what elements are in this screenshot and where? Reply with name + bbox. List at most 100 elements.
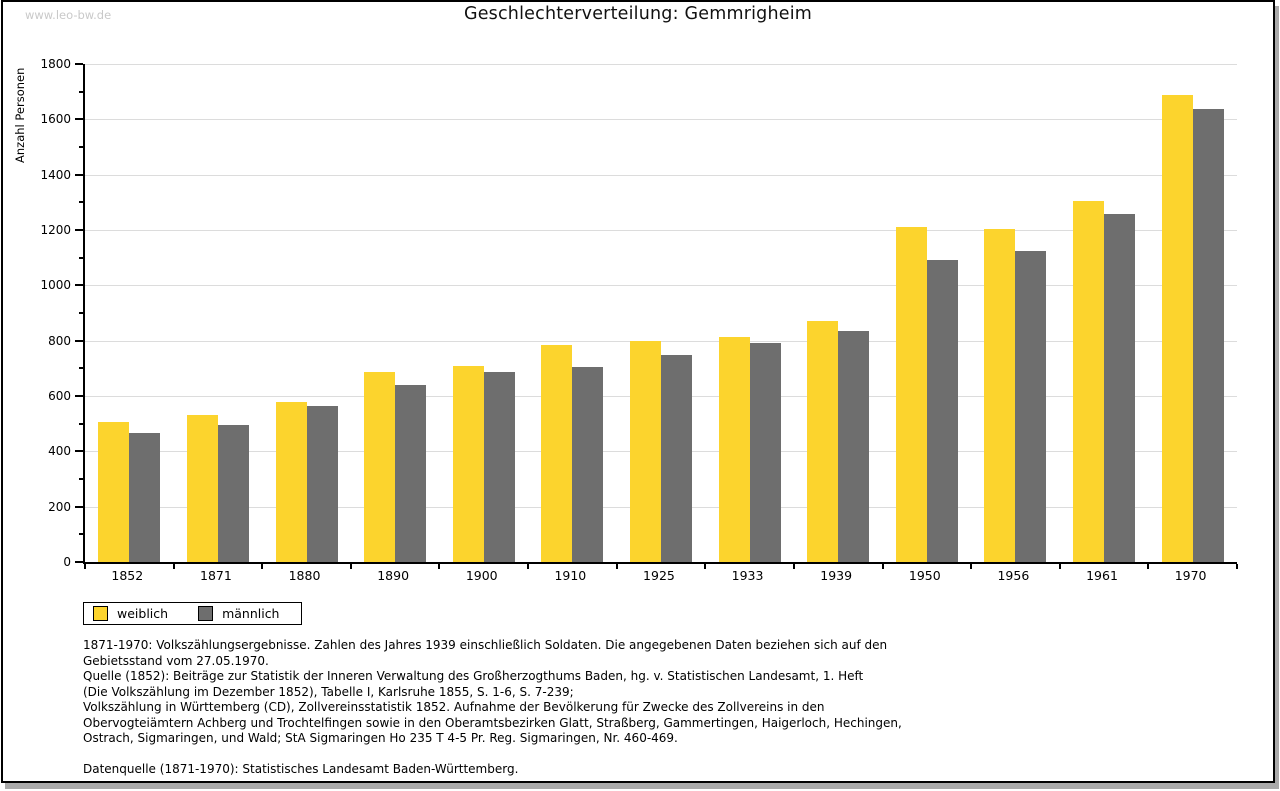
footnote-line-5: Volkszählung in Württemberg (CD), Zollve… [83, 700, 825, 714]
y-axis-tick-label: 600 [48, 389, 71, 403]
legend-box: weiblich männlich [83, 602, 303, 625]
gridline [85, 340, 1237, 342]
footnote-line-1: 1871-1970: Volkszählungsergebnisse. Zahl… [83, 638, 888, 652]
y-axis-tick [75, 118, 83, 121]
x-axis-label-1950: 1950 [908, 568, 941, 583]
bar-männlich-1925 [660, 355, 692, 562]
bar-group-1871 [174, 64, 263, 562]
bar-weiblich-1900 [452, 365, 484, 562]
x-axis-tick [438, 564, 441, 569]
y-axis-tick [75, 284, 83, 287]
bar-group-1961 [1060, 64, 1149, 562]
x-axis-tick [615, 564, 618, 569]
x-axis-tick [349, 564, 352, 569]
bar-weiblich-1961 [1073, 200, 1104, 562]
x-axis-label-1939: 1939 [820, 568, 853, 583]
y-axis-tick [79, 367, 83, 370]
y-axis-tick-label: 0 [63, 555, 71, 569]
bar-group-1880 [262, 64, 351, 562]
bar-weiblich-1925 [629, 340, 661, 562]
footnote-line-2: Gebietsstand vom 27.05.1970. [83, 653, 269, 668]
x-axis-tick [704, 564, 707, 569]
bar-weiblich-1852 [98, 422, 130, 562]
bar-group-1900 [439, 64, 528, 562]
bar-männlich-1970 [1192, 109, 1224, 562]
bar-group-1939 [794, 64, 883, 562]
bar-group-1970 [1148, 64, 1237, 562]
legend-label-männlich: männlich [222, 606, 280, 621]
legend-swatch-männlich [198, 606, 214, 621]
gridline [85, 230, 1237, 232]
x-axis-tick [527, 564, 530, 569]
bar-group-1852 [85, 64, 174, 562]
bar-group-1956 [971, 64, 1060, 562]
bar-group-1925 [617, 64, 706, 562]
x-axis-tick [881, 564, 884, 569]
y-axis-tick [75, 173, 83, 176]
bar-männlich-1910 [572, 366, 604, 562]
bar-weiblich-1910 [541, 344, 573, 562]
bar-männlich-1852 [129, 433, 161, 562]
x-axis-tick [84, 564, 86, 569]
legend-item-weiblich: weiblich [93, 606, 168, 621]
bar-weiblich-1970 [1161, 95, 1193, 562]
datenquelle-line: Datenquelle (1871-1970): Statistisches L… [83, 761, 519, 776]
y-axis-tick-label: 1200 [40, 223, 71, 237]
y-axis-tick-label: 800 [48, 333, 71, 348]
bar-männlich-1871 [217, 425, 249, 562]
y-axis-tick [75, 229, 83, 232]
bar-weiblich-1956 [984, 228, 1016, 562]
bar-männlich-1950 [926, 260, 958, 562]
x-axis-tick [1058, 564, 1061, 569]
x-axis-tick [792, 564, 795, 569]
footnote-line-7: Ostrach, Sigmaringen, und Wald; StA Sigm… [83, 731, 678, 745]
y-axis-tick [79, 533, 83, 536]
gridline [85, 119, 1237, 121]
bar-männlich-1933 [749, 342, 781, 562]
footnote-line-4: (Die Volkszählung im Dezember 1852), Tab… [83, 684, 574, 699]
bar-weiblich-1871 [186, 415, 218, 562]
bar-weiblich-1880 [275, 401, 307, 562]
legend-item-männlich: männlich [198, 606, 279, 621]
y-axis-tick [79, 422, 83, 425]
y-axis-tick [79, 201, 83, 204]
x-axis-labels: 1852 1871 1880 1890 1900 1910 1925 1933 1939 1950… [83, 568, 1235, 583]
x-axis-label-1871: 1871 [200, 568, 232, 583]
footnote-line-3: Quelle (1852): Beiträge zur Statistik de… [83, 669, 864, 683]
y-axis-tick-label: 200 [48, 499, 71, 514]
y-axis-tick [75, 561, 83, 563]
y-axis-tick [79, 312, 83, 314]
gridline [85, 174, 1237, 176]
bar-group-1950 [882, 64, 971, 562]
y-axis-tick [75, 505, 83, 508]
footnote-line-6: Obervogteiämtern Achberg und Trochtelfin… [83, 715, 902, 730]
legend-label-weiblich: weiblich [117, 606, 169, 621]
x-axis-label-1890: 1890 [377, 568, 410, 583]
x-axis-tick [1236, 564, 1238, 569]
x-axis-label-1933: 1933 [731, 568, 764, 583]
y-axis-tick [79, 478, 83, 481]
y-axis-tick [75, 339, 83, 342]
x-axis-tick [1147, 564, 1150, 569]
x-axis-label-1900: 1900 [465, 568, 498, 583]
bar-weiblich-1950 [895, 226, 927, 562]
y-axis-tick [75, 395, 83, 398]
y-axis-tick [79, 90, 83, 93]
plot-area: 0 200 400 600 800 1000 1200 1400 1600 1800 [40, 57, 1238, 569]
y-axis-tick-label: 1000 [40, 278, 71, 293]
y-axis-tick [75, 450, 83, 453]
x-axis-tick [970, 564, 973, 569]
y-axis-tick [79, 256, 83, 259]
footnotes: 1871-1970: Volkszählungsergebnisse. Zahl… [83, 638, 902, 777]
bar-männlich-1956 [1015, 250, 1047, 562]
bar-group-1933 [705, 64, 794, 562]
x-axis-label-1852: 1852 [111, 568, 144, 583]
x-axis-tick [261, 564, 264, 569]
y-axis-tick [75, 63, 83, 65]
bar-groups [85, 64, 1237, 562]
y-axis-tick-label: 1400 [40, 167, 71, 182]
y-axis-title: Anzahl Personen [13, 67, 27, 163]
bar-group-1910 [528, 64, 617, 562]
gridline [85, 64, 1237, 65]
